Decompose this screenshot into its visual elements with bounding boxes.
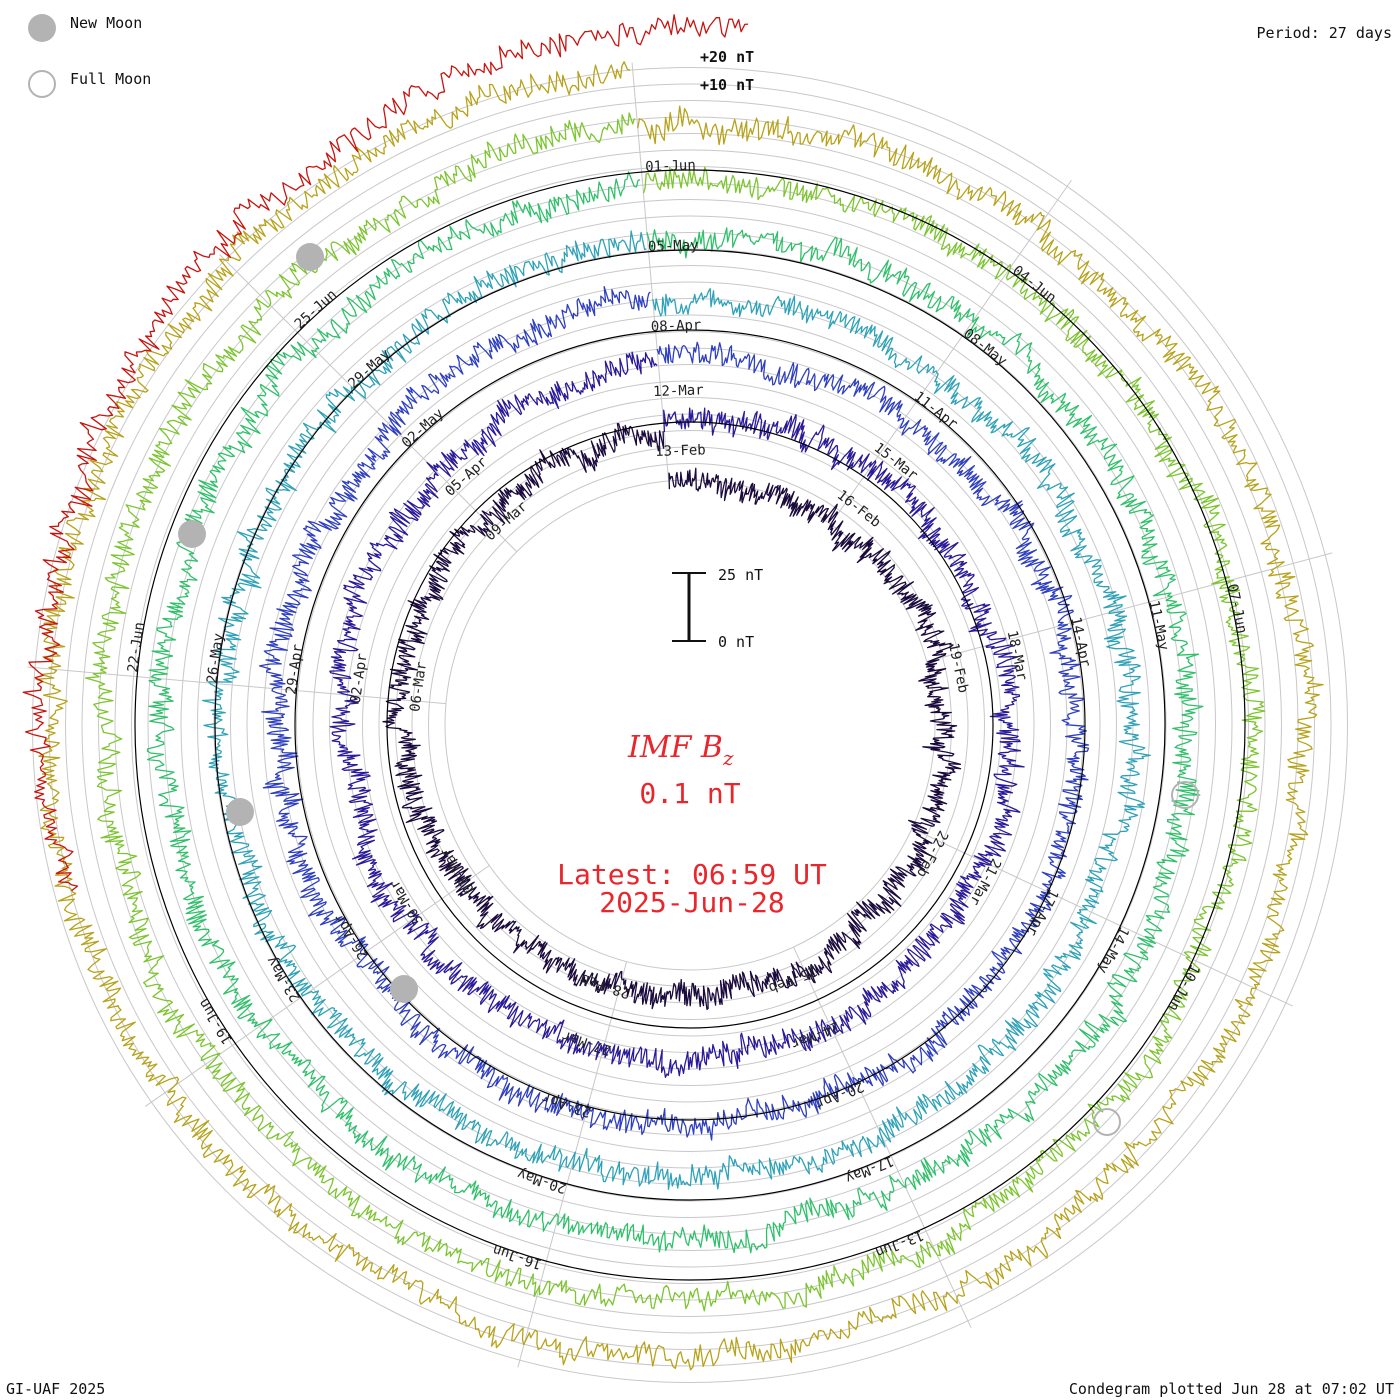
full-moon-label: Full Moon: [70, 70, 152, 88]
new-moon-icon: [28, 14, 56, 42]
date-label: 22-Jun: [125, 621, 148, 673]
grid-ring: [329, 364, 1051, 1086]
date-label: 13-Feb: [655, 442, 706, 460]
full-moon-marker: [1093, 1108, 1121, 1136]
footer-credit: GI-UAF 2025: [6, 1380, 106, 1398]
reference-ring: [214, 249, 1166, 1201]
grid-ring: [81, 116, 1299, 1334]
reference-rings: [134, 169, 1246, 1281]
series-line-rotation-4: [202, 230, 1151, 1191]
full-moon-icon: [28, 70, 56, 98]
date-labels: 01-Jun04-Jun07-Jun10-Jun13-Jun16-Jun19-J…: [125, 157, 1250, 1272]
spoke: [631, 62, 670, 481]
spoke: [144, 865, 490, 1107]
grid-ring: [362, 397, 1018, 1053]
date-label: 23-Apr: [540, 1089, 593, 1120]
moon-markers: [178, 243, 1199, 1136]
new-moon-marker: [178, 520, 206, 548]
reference-ring: [386, 421, 994, 1029]
grid-ring: [263, 298, 1117, 1152]
latest-time: Latest: 06:59 UT: [557, 858, 827, 891]
spoke: [911, 828, 1293, 1007]
new-moon-marker: [390, 975, 418, 1003]
scale-bar-top-label: 25 nT: [718, 566, 763, 584]
date-label: 17-Apr: [1023, 886, 1061, 938]
series-line-rotation-2: [329, 351, 1025, 1078]
grid-ring: [180, 215, 1200, 1235]
series-group: [22, 14, 1324, 1371]
ref-label-10: +10 nT: [700, 76, 754, 94]
date-label: 17-May: [843, 1152, 896, 1186]
full-moon-marker: [1171, 781, 1199, 809]
grid-ring: [147, 182, 1233, 1268]
grid-ring: [164, 199, 1216, 1251]
scale-bar: 25 nT 0 nT: [672, 566, 763, 651]
date-label: 12-Mar: [653, 382, 704, 400]
reference-ring: [134, 169, 1246, 1281]
series-line-rotation-3: [258, 286, 1090, 1141]
grid-ring: [32, 67, 1348, 1383]
date-label: 29-Apr: [283, 643, 306, 695]
grid-ring: [65, 100, 1315, 1350]
grid-ring: [395, 430, 985, 1020]
center-value: 0.1 nT: [639, 777, 740, 810]
date-label: 02-Apr: [348, 652, 371, 704]
date-label: 08-Apr: [651, 317, 702, 335]
date-label: 07-Jun: [1224, 582, 1250, 635]
date-label: 20-May: [515, 1165, 568, 1196]
grid-ring: [279, 314, 1101, 1136]
date-label: 19-Jun: [196, 996, 236, 1047]
date-label: 04-Jun: [1009, 263, 1059, 307]
spoke: [830, 179, 1072, 525]
new-moon-marker: [296, 243, 324, 271]
series-line-rotation-5: [146, 171, 1204, 1254]
grid-ring: [213, 248, 1167, 1202]
series-line-rotation-6: [84, 112, 1266, 1312]
date-label: 28-Feb: [579, 970, 632, 1001]
date-label: 26-Apr: [331, 911, 371, 962]
spoke: [219, 254, 518, 553]
date-label: 09-Mar: [482, 499, 530, 545]
date-label: 01-Jun: [645, 157, 696, 175]
footer-plotted: Condegram plotted Jun 28 at 07:02 UT: [1068, 1380, 1394, 1398]
ref-label-20: +20 nT: [700, 48, 754, 66]
reference-ring: [294, 329, 1086, 1121]
date-label: 14-May: [1094, 924, 1132, 976]
center-title-main: IMF B: [627, 730, 723, 765]
latest-date: 2025-Jun-28: [599, 886, 784, 919]
date-label: 05-May: [648, 237, 699, 255]
grid-ring: [296, 331, 1084, 1119]
scale-bar-bottom-label: 0 nT: [718, 633, 754, 651]
grid-ring: [197, 232, 1183, 1218]
grid-ring: [131, 166, 1249, 1284]
center-title-sub: z: [722, 746, 734, 770]
grid-ring: [114, 149, 1266, 1301]
date-label: 24-Mar: [789, 1018, 842, 1052]
series-line-rotation-7: [35, 61, 1324, 1371]
series-line-rotation-1: [382, 422, 962, 1011]
new-moon-label: New Moon: [70, 14, 143, 32]
spoke: [517, 961, 628, 1368]
center-title: IMF Bz: [627, 730, 734, 770]
date-label: 08-May: [960, 326, 1010, 370]
grid-ring: [98, 133, 1282, 1317]
period-label: Period: 27 days: [1256, 24, 1392, 42]
date-label: 06-Mar: [407, 661, 430, 713]
new-moon-marker: [226, 798, 254, 826]
series-line-rotation-8: [22, 14, 749, 892]
date-label: 26-May: [204, 632, 227, 684]
